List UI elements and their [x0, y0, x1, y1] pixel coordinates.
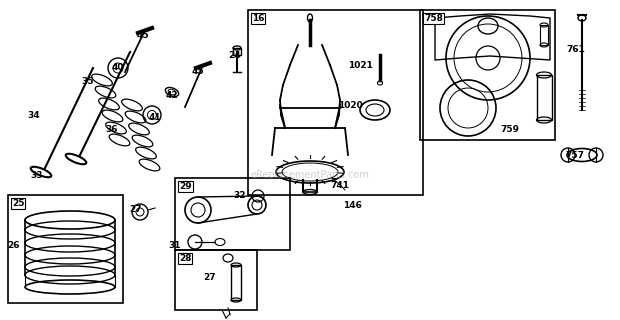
Text: 757: 757 — [565, 150, 585, 159]
Text: 26: 26 — [7, 241, 20, 250]
Bar — [175, 178, 290, 250]
Text: 1020: 1020 — [338, 100, 362, 109]
Text: 28: 28 — [179, 254, 192, 263]
Text: 31: 31 — [169, 241, 181, 250]
Text: 32: 32 — [234, 190, 246, 199]
Text: 761: 761 — [567, 45, 585, 54]
Bar — [537, 75, 552, 120]
Text: 29: 29 — [179, 182, 192, 191]
Text: 36: 36 — [106, 125, 118, 134]
Bar — [233, 48, 241, 55]
Text: 41: 41 — [149, 114, 161, 123]
Text: 741: 741 — [330, 180, 350, 189]
Bar — [8, 195, 123, 303]
Text: 42: 42 — [166, 91, 179, 100]
Bar — [248, 10, 423, 195]
Text: eReplacementParts.com: eReplacementParts.com — [250, 170, 370, 180]
Text: 40: 40 — [112, 63, 124, 73]
Text: 27: 27 — [130, 205, 143, 214]
Text: 33: 33 — [31, 171, 43, 180]
Text: 1021: 1021 — [348, 60, 373, 69]
Text: 759: 759 — [500, 125, 520, 134]
Text: 34: 34 — [28, 110, 40, 119]
Text: 16: 16 — [252, 14, 265, 23]
Bar — [540, 25, 548, 45]
Bar — [175, 250, 257, 310]
Text: 45: 45 — [136, 30, 149, 39]
Text: 27: 27 — [204, 274, 216, 283]
Text: 35: 35 — [82, 77, 94, 86]
Text: 146: 146 — [343, 201, 361, 210]
Text: 25: 25 — [12, 199, 25, 208]
Bar — [420, 10, 555, 140]
Text: 758: 758 — [424, 14, 443, 23]
Text: 24: 24 — [229, 51, 241, 60]
Bar — [231, 265, 241, 300]
Text: 45: 45 — [192, 68, 205, 76]
